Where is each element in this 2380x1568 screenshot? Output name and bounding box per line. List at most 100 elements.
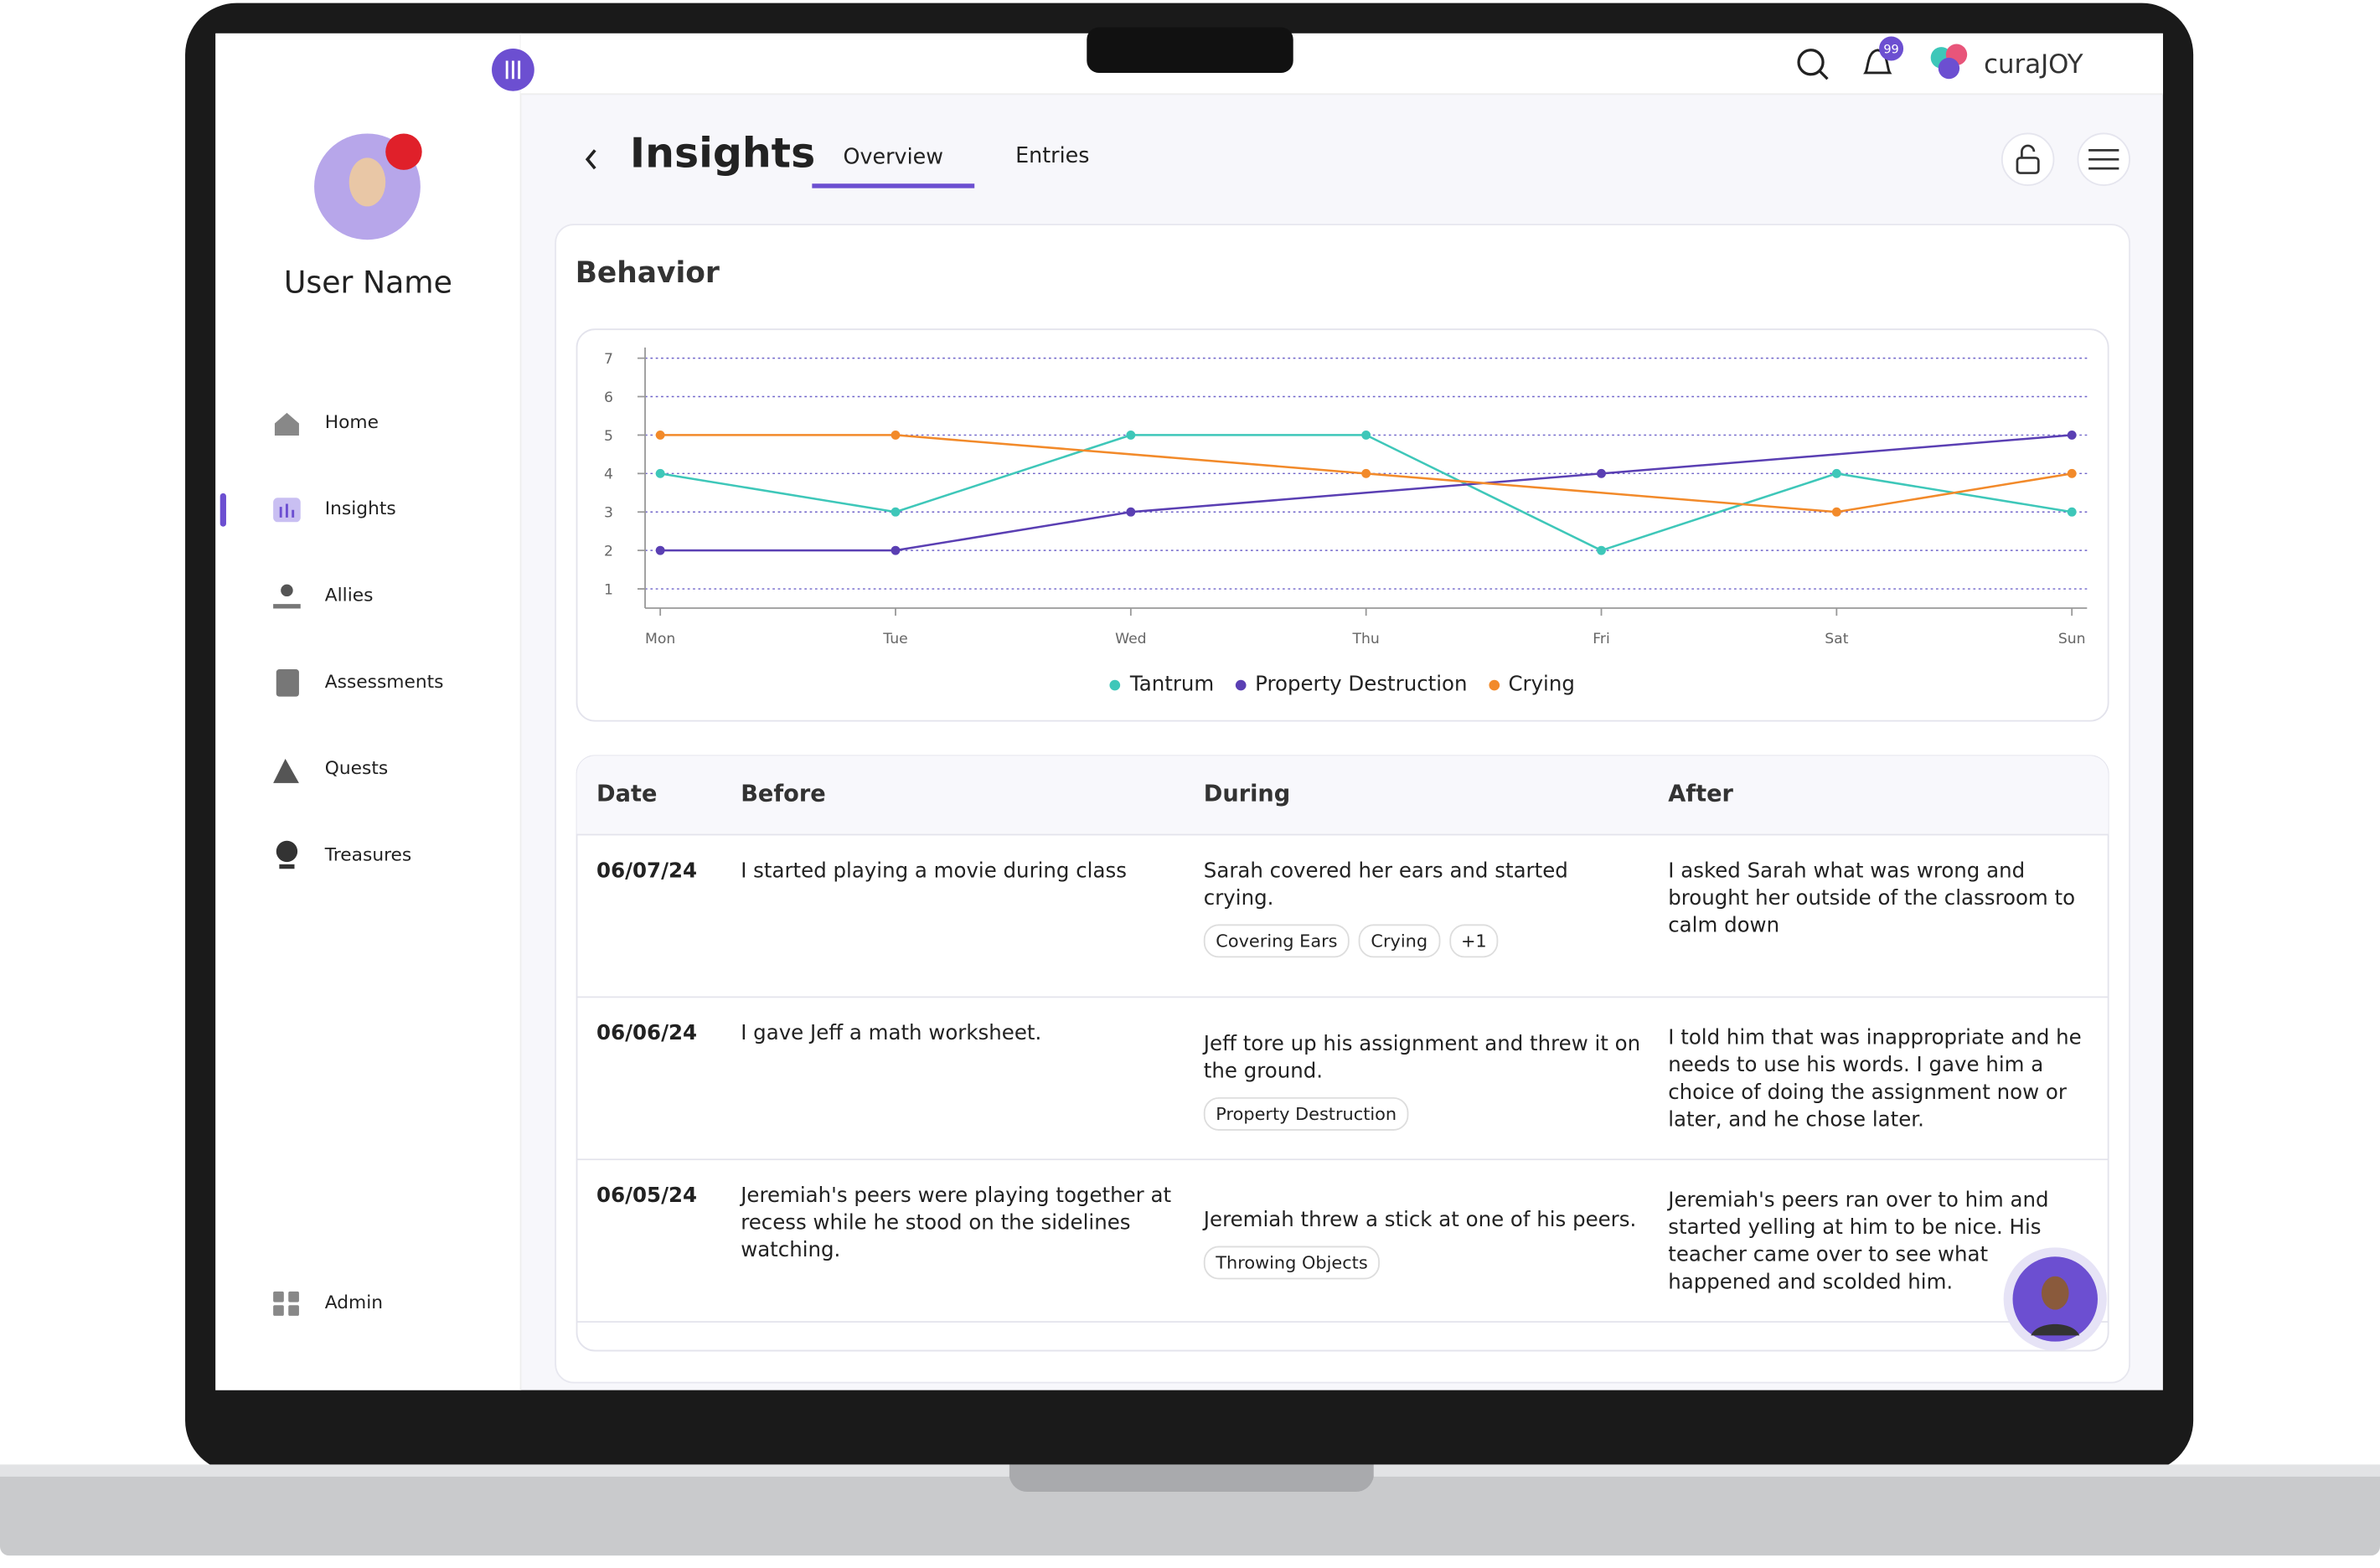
- data-point: [2067, 468, 2077, 478]
- nav-item[interactable]: Quests: [324, 757, 389, 779]
- y-tick-label: 4: [604, 467, 613, 483]
- legend-item: Tantrum: [1110, 673, 1214, 697]
- legend-label: Property Destruction: [1255, 672, 1468, 697]
- nav-item[interactable]: Home: [324, 411, 379, 433]
- tag: Crying: [1358, 924, 1440, 958]
- lock-button[interactable]: [2001, 132, 2055, 186]
- data-point: [655, 468, 665, 478]
- data-point: [891, 430, 901, 440]
- data-point: [1126, 507, 1136, 517]
- sidebar: [215, 33, 521, 1390]
- data-point: [1831, 468, 1841, 478]
- lock-shackle: [2021, 144, 2036, 158]
- topbar: [520, 33, 2163, 95]
- quests-icon: [273, 758, 299, 783]
- x-tick-label: Sun: [2058, 631, 2086, 647]
- insights-icon-bars: [279, 503, 295, 518]
- bell-icon[interactable]: [1863, 49, 1892, 75]
- data-point: [891, 545, 901, 555]
- y-tick-label: 2: [604, 543, 613, 560]
- menu-icon: [505, 60, 521, 80]
- before-cell: Jeremiah's peers were playing together a…: [741, 1184, 1172, 1263]
- x-tick-label: Thu: [1352, 631, 1380, 647]
- treasures-icon: [276, 840, 298, 863]
- avatar-face: [2041, 1276, 2069, 1310]
- column-header: After: [1668, 780, 1733, 807]
- nav-item[interactable]: Admin: [324, 1291, 384, 1313]
- tab-indicator: [812, 183, 975, 188]
- y-tick-label: 6: [604, 389, 613, 406]
- tag: +1: [1448, 924, 1500, 958]
- user-name: User Name: [283, 264, 452, 301]
- badge: [1879, 36, 1904, 61]
- legend-marker: [1110, 678, 1121, 690]
- before-cell: I gave Jeff a math worksheet.: [741, 1021, 1042, 1046]
- after-cell: I asked Sarah what was wrong and brought…: [1668, 859, 2076, 938]
- assessments-icon: [276, 669, 299, 697]
- x-tick-label: Fri: [1593, 631, 1609, 647]
- allies-icon: [281, 584, 293, 597]
- during-cell: Jeff tore up his assignment and threw it…: [1203, 1030, 1644, 1131]
- x-tick-label: Tue: [882, 631, 907, 647]
- during-text: Jeff tore up his assignment and threw it…: [1203, 1032, 1641, 1084]
- assistant-avatar[interactable]: [2001, 1245, 2109, 1354]
- allies-icon-hand: [273, 604, 301, 609]
- notch: [1009, 1464, 1374, 1493]
- nav-item[interactable]: Treasures: [324, 843, 412, 865]
- x-tick-label: Sat: [1825, 631, 1848, 647]
- chart: 1 2 3 4 5 6 7 Mon Tue Wed Thu Fri Sat Sun: [604, 347, 2088, 647]
- legend-marker: [1235, 678, 1247, 690]
- after-cell: Jeremiah's peers ran over to him and sta…: [1668, 1188, 2049, 1295]
- data-point: [2067, 430, 2077, 440]
- table-header-bg: [576, 756, 2109, 835]
- nav-item[interactable]: Insights: [324, 498, 396, 519]
- nav-item[interactable]: Allies: [324, 584, 374, 606]
- data-point: [1831, 507, 1841, 517]
- base: [0, 1464, 2380, 1556]
- filter-icon: [2088, 149, 2119, 170]
- legend-item: Crying: [1488, 673, 1575, 697]
- legend-marker: [1488, 678, 1500, 690]
- x-tick-label: Mon: [645, 631, 675, 647]
- x-tick-label: Wed: [1115, 631, 1147, 647]
- data-point: [1126, 430, 1136, 440]
- column-header: Before: [741, 780, 826, 807]
- tag: Throwing Objects: [1203, 1246, 1381, 1280]
- data-point: [891, 507, 901, 517]
- nav-item[interactable]: Assessments: [324, 670, 444, 693]
- tag: Property Destruction: [1203, 1096, 1409, 1131]
- back-button[interactable]: [585, 149, 596, 170]
- during-text: Jeremiah threw a stick at one of his pee…: [1203, 1208, 1637, 1233]
- data-point: [2067, 507, 2077, 517]
- logo-mark: [1938, 57, 1960, 80]
- search-icon[interactable]: [1797, 49, 1825, 76]
- data-point: [1361, 430, 1371, 440]
- y-tick-label: 7: [604, 351, 613, 368]
- tag-list: Covering Ears Crying +1: [1203, 912, 1644, 958]
- y-tick-label: 1: [604, 581, 613, 598]
- tag-list: Throwing Objects: [1203, 1234, 1644, 1280]
- badge-text: 99: [1883, 43, 1898, 56]
- before-cell: I started playing a movie during class: [741, 859, 1127, 884]
- during-cell: Sarah covered her ears and started cryin…: [1203, 858, 1644, 958]
- tab[interactable]: Overview: [843, 145, 943, 170]
- during-text: Sarah covered her ears and started cryin…: [1203, 859, 1568, 911]
- active-indicator: [219, 493, 226, 527]
- lock-icon: [2016, 157, 2040, 174]
- tab[interactable]: Entries: [1015, 144, 1090, 169]
- column-header: During: [1203, 780, 1291, 807]
- legend: Tantrum Property Destruction Crying: [577, 673, 2109, 697]
- legend-label: Tantrum: [1129, 672, 1215, 697]
- data-point: [1597, 468, 1606, 478]
- y-tick-label: 5: [604, 428, 613, 445]
- home-icon: [274, 412, 299, 436]
- chart-card: [576, 328, 2109, 722]
- status-dot: [385, 133, 422, 170]
- avatar-body: [2031, 1323, 2080, 1336]
- legend-item: Property Destruction: [1235, 672, 1468, 697]
- data-point: [1361, 468, 1371, 478]
- data-point: [655, 545, 665, 555]
- series-line: [660, 434, 2073, 552]
